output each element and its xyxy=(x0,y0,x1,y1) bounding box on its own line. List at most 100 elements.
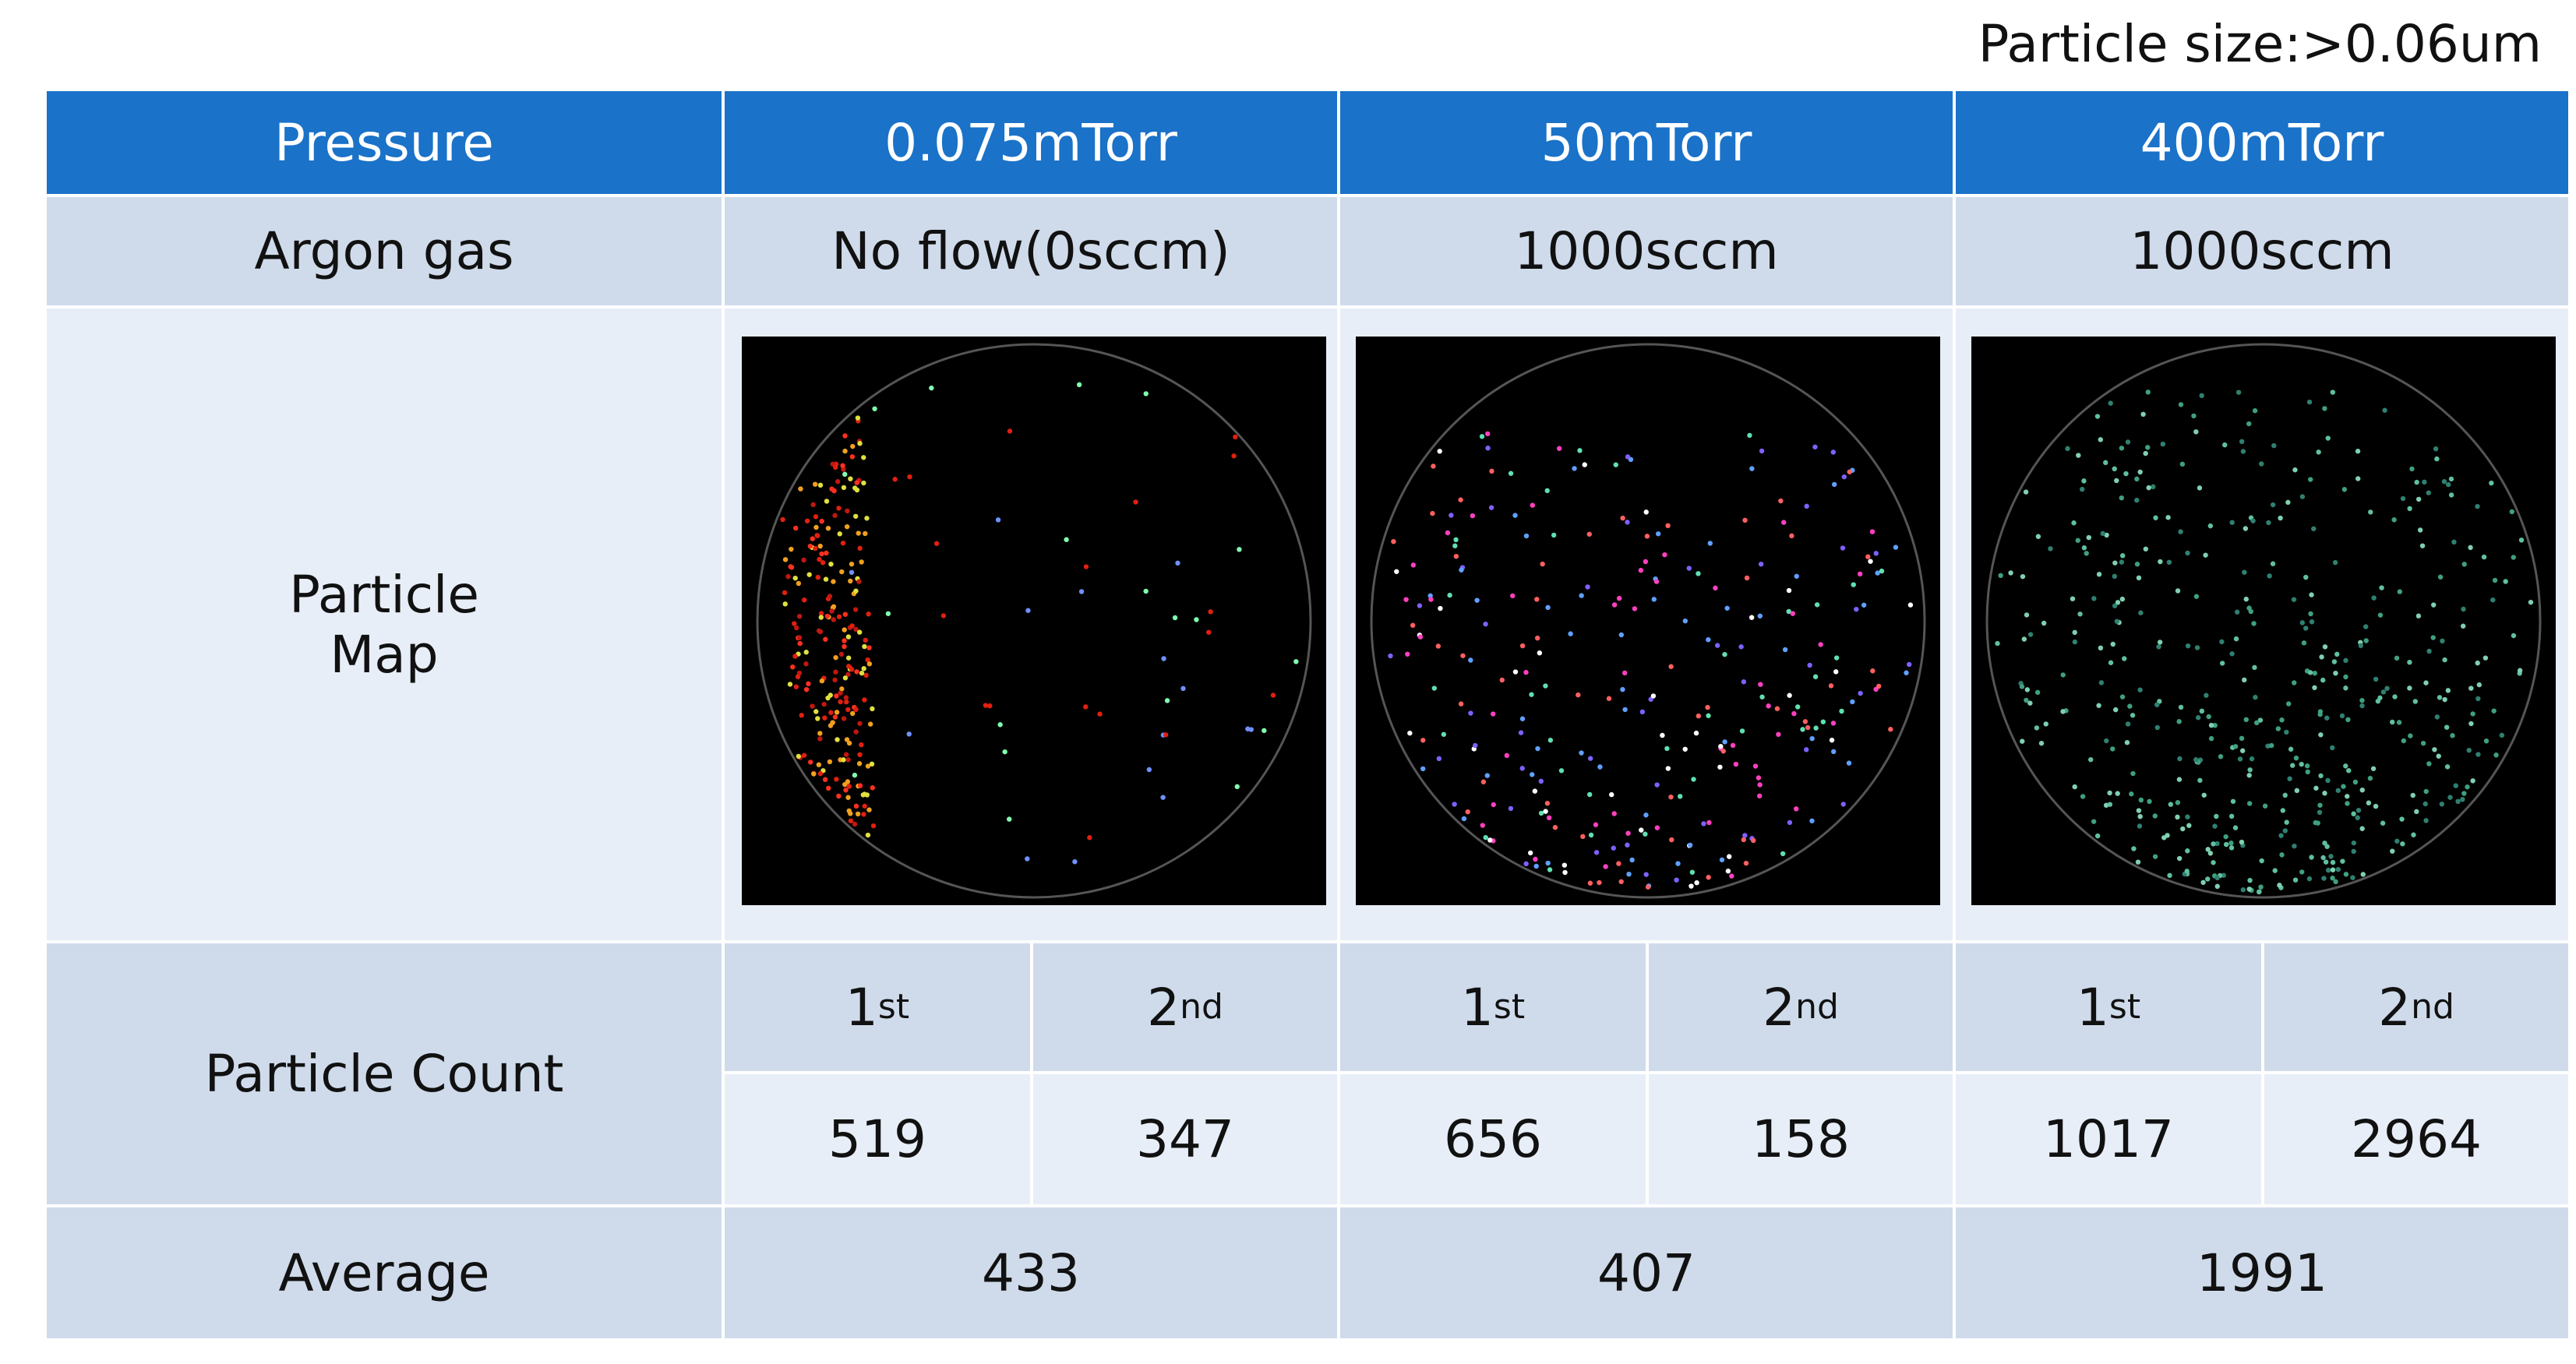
particle-dot xyxy=(2322,791,2327,796)
particle-dot xyxy=(2468,721,2474,727)
particle-dot xyxy=(1543,683,1548,689)
particle-dot xyxy=(801,557,806,563)
particle-dot xyxy=(1534,597,1540,602)
particle-dot xyxy=(1551,532,1557,538)
row-label: Particle Count xyxy=(47,943,722,1204)
particle-dot xyxy=(1833,655,1840,661)
particle-dot xyxy=(1613,462,1618,467)
particle-dot xyxy=(1537,650,1543,656)
particle-dot xyxy=(1529,692,1534,697)
particle-dot xyxy=(2407,506,2412,512)
particle-dot xyxy=(1480,779,1487,784)
particle-dot xyxy=(2076,453,2081,458)
particle-dot xyxy=(2407,659,2412,665)
particle-dot xyxy=(1758,561,1764,567)
particle-dot xyxy=(2401,738,2407,744)
particle-dot xyxy=(817,629,824,635)
particle-dot xyxy=(1682,618,1689,624)
particle-dot xyxy=(2291,597,2297,602)
particle-dot xyxy=(1508,805,1514,812)
particle-dot xyxy=(2308,611,2313,617)
particle-dot xyxy=(1638,567,1644,573)
particle-dot xyxy=(1579,750,1584,756)
particle-dot xyxy=(843,752,849,757)
particle-dot xyxy=(1611,845,1616,851)
particle-dot xyxy=(2363,624,2369,629)
particle-dot xyxy=(843,695,849,700)
particle-dot xyxy=(1083,704,1089,710)
particle-dot xyxy=(853,588,859,594)
particle-dot xyxy=(1865,554,1871,559)
particle-dot xyxy=(1995,640,2000,647)
particle-dot xyxy=(846,664,852,669)
particle-dot xyxy=(1562,869,1568,876)
particle-dot xyxy=(825,525,831,531)
particle-dot xyxy=(1766,703,1771,709)
particle-dot xyxy=(1064,537,1069,542)
particle-dot xyxy=(2038,740,2045,746)
particle-dot xyxy=(845,508,850,514)
particle-dot xyxy=(1717,764,1723,770)
particle-dot xyxy=(2440,638,2445,644)
particle-dot xyxy=(2027,632,2034,637)
particle-dot xyxy=(2134,497,2140,503)
particle-dot xyxy=(2157,640,2163,645)
header-cell: 50mTorr xyxy=(1340,91,1953,194)
particle-dot xyxy=(2346,767,2352,774)
particle-dot xyxy=(1696,571,1701,576)
particle-dot xyxy=(2134,562,2140,567)
particle-dot xyxy=(2239,735,2245,742)
particle-dot xyxy=(828,710,834,715)
particle-dot xyxy=(2232,825,2239,830)
count-cell: 1017 xyxy=(1956,1074,2261,1204)
particle-dot xyxy=(2352,779,2359,785)
particle-dot xyxy=(866,661,873,667)
particle-dot xyxy=(2252,408,2258,414)
run-number: 1 xyxy=(1460,977,1494,1038)
particle-dot xyxy=(2453,783,2458,788)
particle-dot xyxy=(2476,682,2482,688)
particle-dot xyxy=(1231,453,1237,459)
particle-dot xyxy=(838,699,843,705)
particle-dot xyxy=(2410,792,2415,798)
particle-dot xyxy=(817,482,824,488)
particle-dot xyxy=(2377,695,2383,701)
particle-dot xyxy=(1449,513,1454,518)
particle-dot xyxy=(1742,517,1748,523)
particle-dot xyxy=(822,777,828,782)
particle-dot xyxy=(1568,631,1573,636)
particle-dot xyxy=(1072,859,1078,865)
particle-dot xyxy=(835,478,841,485)
particle-dot xyxy=(2079,486,2085,492)
particle-dot xyxy=(2409,466,2415,472)
particle-dot xyxy=(2343,763,2348,769)
particle-dot xyxy=(2262,803,2268,809)
particle-dot xyxy=(850,443,856,449)
particle-dot xyxy=(1655,531,1661,537)
particle-dot xyxy=(2151,484,2156,490)
particle-dot xyxy=(2282,792,2288,798)
particle-dot xyxy=(2154,724,2160,731)
particle-dot xyxy=(1790,611,1795,616)
particle-dot xyxy=(2175,814,2180,820)
particle-dot xyxy=(849,623,855,629)
particle-dot xyxy=(1206,629,1212,635)
particle-dot xyxy=(2205,847,2211,852)
particle-dot xyxy=(1487,837,1493,843)
particle-dot xyxy=(2250,518,2256,523)
particle-dot xyxy=(2185,643,2191,649)
particle-dot xyxy=(1546,815,1552,821)
particle-dot xyxy=(859,670,865,676)
particle-dot xyxy=(2185,848,2190,854)
particle-dot xyxy=(840,463,845,468)
particle-dot xyxy=(803,661,809,667)
particle-dot xyxy=(2284,729,2289,735)
particle-dot xyxy=(2322,841,2327,846)
particle-dot xyxy=(2179,461,2186,467)
particle-dot xyxy=(830,720,835,725)
count-cell: 158 xyxy=(1649,1074,1953,1204)
particle-dot xyxy=(857,441,863,446)
particle-dot xyxy=(2024,612,2030,618)
particle-dot xyxy=(1611,811,1617,816)
particle-dot xyxy=(2211,860,2216,865)
